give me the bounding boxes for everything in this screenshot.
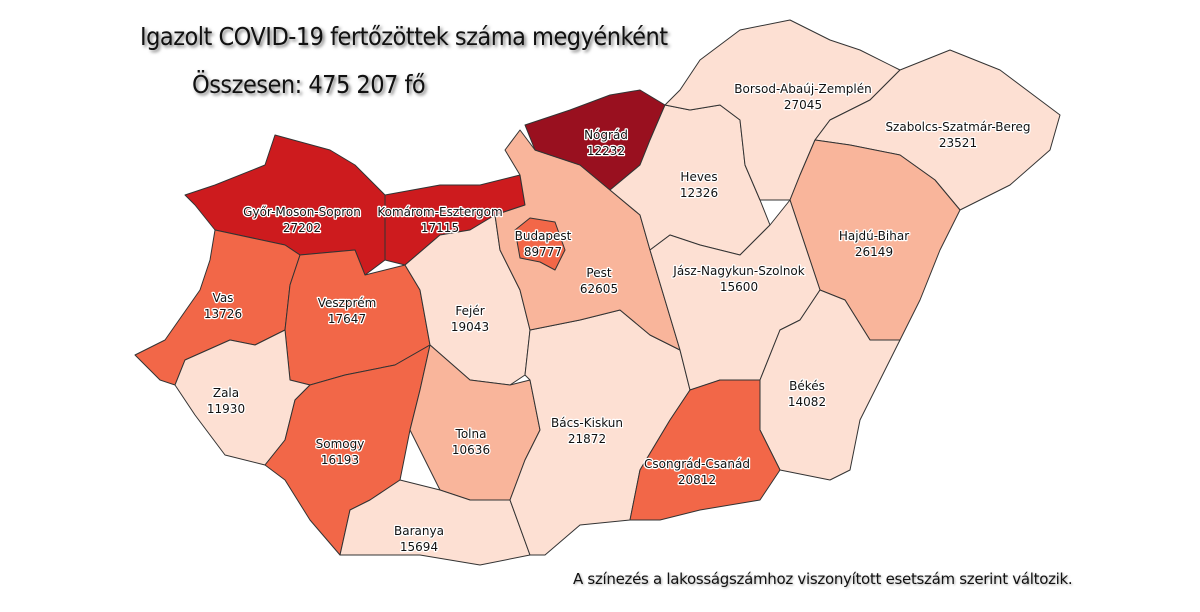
county-name-label: Csongrád-Csanád [644, 457, 750, 471]
county-name-label: Jász-Nagykun-Szolnok [672, 264, 804, 278]
county-bekes[interactable] [759, 289, 901, 481]
county-name-label: Pest [586, 266, 611, 280]
county-case-count: 62605 [580, 282, 618, 296]
total-cases: Összesen: 475 207 fő [192, 70, 426, 99]
county-case-count: 27202 [283, 221, 321, 235]
county-name-label: Győr-Moson-Sopron [243, 205, 361, 219]
county-budapest[interactable] [514, 217, 566, 271]
county-case-count: 11930 [207, 402, 245, 416]
county-name-label: Fejér [455, 304, 484, 318]
map-title: Igazolt COVID-19 fertőzöttek száma megyé… [140, 22, 668, 51]
county-case-count: 27045 [784, 98, 822, 112]
county-case-count: 14082 [788, 395, 826, 409]
county-case-count: 10636 [452, 443, 490, 457]
county-case-count: 21872 [568, 432, 606, 446]
county-case-count: 12232 [587, 144, 625, 158]
county-case-count: 23521 [939, 136, 977, 150]
county-case-count: 20812 [678, 473, 716, 487]
county-name-label: Vas [213, 291, 234, 305]
county-case-count: 15600 [720, 280, 758, 294]
county-case-count: 17115 [421, 221, 459, 235]
county-name-label: Baranya [394, 524, 444, 538]
county-case-count: 17647 [328, 312, 366, 326]
color-note: A színezés a lakosságszámhoz viszonyítot… [573, 570, 1073, 588]
county-name-label: Heves [680, 170, 717, 184]
county-name-label: Komárom-Esztergom [377, 205, 502, 219]
county-name-label: Borsod-Abaúj-Zemplén [734, 82, 871, 96]
county-case-count: 13726 [204, 307, 242, 321]
county-case-count: 16193 [321, 453, 359, 467]
county-case-count: 26149 [855, 245, 893, 259]
county-case-count: 15694 [400, 540, 438, 554]
county-name-label: Hajdú-Bihar [839, 229, 909, 243]
county-name-label: Békés [789, 379, 825, 393]
county-case-count: 89777 [524, 245, 562, 259]
county-name-label: Tolna [455, 427, 487, 441]
county-name-label: Budapest [515, 229, 572, 243]
county-name-label: Veszprém [318, 296, 377, 310]
county-name-label: Bács-Kiskun [551, 416, 623, 430]
county-name-label: Szabolcs-Szatmár-Bereg [885, 120, 1030, 134]
county-csongrad-csanad[interactable] [629, 379, 781, 521]
county-name-label: Nógrád [584, 128, 628, 142]
county-name-label: Somogy [316, 437, 365, 451]
county-case-count: 19043 [451, 320, 489, 334]
county-baranya[interactable] [339, 479, 531, 566]
county-case-count: 12326 [680, 186, 718, 200]
county-name-label: Zala [213, 386, 239, 400]
